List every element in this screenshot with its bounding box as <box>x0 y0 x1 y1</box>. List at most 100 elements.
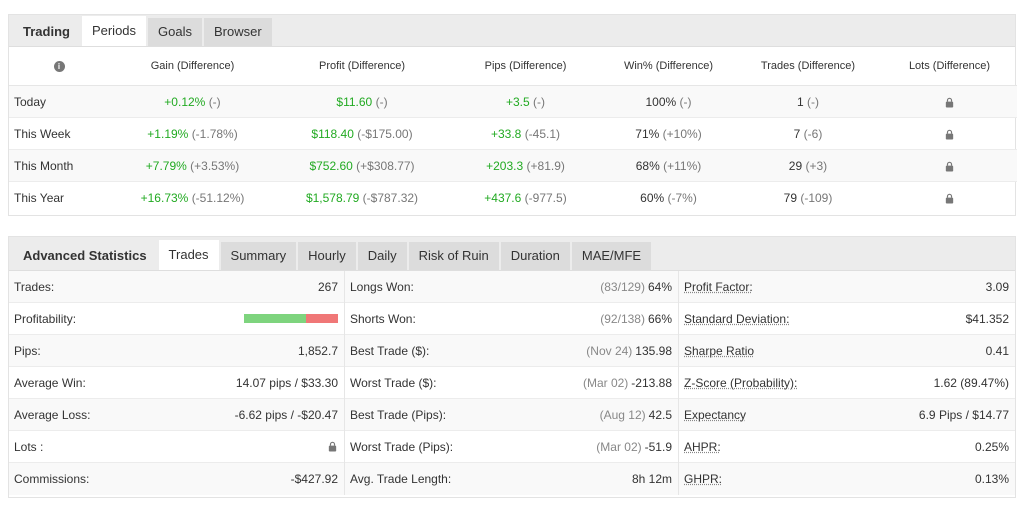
stat-label-link[interactable]: Standard Deviation: <box>684 311 790 326</box>
pips-value: +437.6 <box>484 190 522 205</box>
tab-trading[interactable]: Trading <box>23 24 70 39</box>
stats-column-3: Profit Factor: 3.09 Standard Deviation: $41… <box>679 271 1015 495</box>
win-diff: (-7%) <box>667 190 697 205</box>
stat-row: Average Loss: -6.62 pips / -$20.47 <box>9 399 344 431</box>
stats-grid: Trades: 267 Profitability: Pips: 1,852.7 Aver… <box>9 271 1015 495</box>
win-value: 71% <box>635 126 660 141</box>
stat-label-link[interactable]: Expectancy <box>684 407 747 422</box>
pips-diff: (-) <box>533 94 546 109</box>
stat-value: 0.41 <box>985 343 1009 358</box>
col-header-gain: Gain (Difference) <box>109 47 276 86</box>
periods-table: i Gain (Difference) Profit (Difference) … <box>9 47 1017 213</box>
stat-value: 267 <box>317 279 338 294</box>
stat-value-group: (92/138) 66% <box>600 312 672 326</box>
tab-risk-of-ruin[interactable]: Risk of Ruin <box>408 242 499 270</box>
profit-cell: $11.60 (-) <box>276 85 448 118</box>
lock-icon <box>945 193 954 204</box>
stat-sub: (92/138) <box>600 311 645 326</box>
stat-label-link[interactable]: Z-Score (Probability): <box>684 375 798 390</box>
stat-value: 135.98 <box>635 343 672 358</box>
periods-tabbar: Trading Periods Goals Browser <box>9 15 1015 47</box>
pips-value: +33.8 <box>490 126 522 141</box>
stat-value: -$427.92 <box>290 472 338 486</box>
profit-cell: $1,578.79 (-$787.32) <box>276 182 448 214</box>
profit-diff: (-$787.32) <box>362 190 419 205</box>
lots-cell <box>882 117 1017 150</box>
stat-row: Standard Deviation: $41.352 <box>679 303 1015 335</box>
trades-diff: (-) <box>807 94 820 109</box>
win-cell: 68% (+11%) <box>603 149 734 182</box>
tab-browser[interactable]: Browser <box>204 18 272 46</box>
stat-sub: (Mar 02) <box>596 439 642 454</box>
gain-cell: +16.73% (-51.12%) <box>109 182 276 214</box>
period-row: Today +0.12% (-) $11.60 (-) +3.5 (-) 100% (-… <box>9 85 1017 118</box>
stat-value: 0.13% <box>974 472 1009 486</box>
lock-icon <box>945 97 954 108</box>
stat-value: 6.9 Pips / $14.77 <box>918 407 1009 422</box>
stat-label-link[interactable]: Sharpe Ratio <box>684 343 755 358</box>
stat-row: Avg. Trade Length: 8h 12m <box>345 463 678 495</box>
tab-hourly[interactable]: Hourly <box>298 242 356 270</box>
advanced-statistics-title: Advanced Statistics <box>23 248 147 263</box>
stats-column-1: Trades: 267 Profitability: Pips: 1,852.7 Aver… <box>9 271 345 495</box>
win-diff: (+11%) <box>663 158 702 173</box>
col-header-trades: Trades (Difference) <box>734 47 882 86</box>
stat-sub: (Aug 12) <box>599 407 646 422</box>
stat-row: Average Win: 14.07 pips / $33.30 <box>9 367 344 399</box>
gain-cell: +7.79% (+3.53%) <box>109 149 276 182</box>
tab-trades[interactable]: Trades <box>158 240 219 270</box>
stat-label: Best Trade ($): <box>350 343 430 358</box>
stat-label: Profitability: <box>14 311 77 326</box>
tab-goals[interactable]: Goals <box>148 18 202 46</box>
stat-label-link[interactable]: Profit Factor: <box>684 279 753 294</box>
advanced-statistics-panel: Advanced Statistics Trades Summary Hourl… <box>8 236 1016 498</box>
gain-value: +1.19% <box>147 126 189 141</box>
tab-summary[interactable]: Summary <box>220 242 297 270</box>
period-label: This Year <box>14 190 65 205</box>
stat-label: Avg. Trade Length: <box>350 472 452 486</box>
pips-diff: (+81.9) <box>526 158 565 173</box>
stat-label-link[interactable]: GHPR: <box>684 472 723 486</box>
stat-value: 64% <box>647 279 672 294</box>
stat-label: Pips: <box>14 343 41 358</box>
info-header: i <box>9 47 109 86</box>
stat-row: Best Trade ($): (Nov 24) 135.98 <box>345 335 678 367</box>
period-row: This Month +7.79% (+3.53%) $752.60 (+$308.… <box>9 149 1017 182</box>
stat-sub: (83/129) <box>600 279 645 294</box>
profit-value: $11.60 <box>336 94 373 109</box>
win-cell: 71% (+10%) <box>603 117 734 150</box>
stat-value-group: (83/129) 64% <box>600 280 672 294</box>
stat-row: Profitability: <box>9 303 344 335</box>
tab-daily[interactable]: Daily <box>357 242 407 270</box>
tab-periods[interactable]: Periods <box>81 16 147 46</box>
profit-diff: (+$308.77) <box>356 158 415 173</box>
stat-label: Longs Won: <box>350 279 414 294</box>
profitability-bar <box>244 314 338 323</box>
lock-icon <box>945 129 954 140</box>
period-row: This Week +1.19% (-1.78%) $118.40 (-$175.0… <box>9 117 1017 150</box>
tab-duration[interactable]: Duration <box>500 242 570 270</box>
stat-row: Profit Factor: 3.09 <box>679 271 1015 303</box>
info-icon[interactable]: i <box>53 61 65 72</box>
trades-value: 29 <box>788 158 803 173</box>
win-diff: (+10%) <box>662 126 702 141</box>
period-label: This Month <box>9 149 109 182</box>
stat-row: Sharpe Ratio 0.41 <box>679 335 1015 367</box>
profit-value: $1,578.79 <box>305 190 360 205</box>
lots-cell <box>882 149 1017 182</box>
lots-cell <box>882 182 1017 214</box>
stat-label-link[interactable]: AHPR: <box>684 439 721 454</box>
stat-row: Worst Trade ($): (Mar 02) -213.88 <box>345 367 678 399</box>
gain-diff: (+3.53%) <box>190 158 240 173</box>
stat-value: 14.07 pips / $33.30 <box>235 375 338 390</box>
stat-row: Lots : <box>9 431 344 463</box>
trades-value: 79 <box>783 190 797 205</box>
stat-value: 8h 12m <box>631 472 672 486</box>
stat-row: Worst Trade (Pips): (Mar 02) -51.9 <box>345 431 678 463</box>
tab-mae-mfe[interactable]: MAE/MFE <box>571 242 652 270</box>
lock-icon <box>945 161 954 172</box>
profit-diff: (-) <box>375 94 388 109</box>
gain-diff: (-) <box>208 94 221 109</box>
periods-header-row: i Gain (Difference) Profit (Difference) … <box>9 47 1017 86</box>
pips-diff: (-45.1) <box>524 126 561 141</box>
